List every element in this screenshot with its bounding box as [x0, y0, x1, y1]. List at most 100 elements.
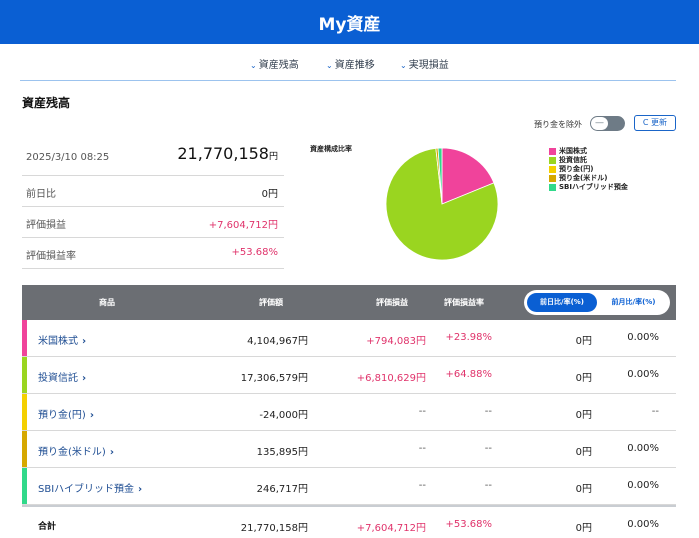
row-pnl: -- [418, 480, 426, 491]
total-label: 合計 [38, 522, 57, 532]
toggle-month-compare[interactable]: 前月比/率(%) [611, 298, 656, 306]
nav-link-label: 実現損益 [408, 60, 449, 71]
summary-label: 評価損益 [26, 220, 66, 231]
chevron-down-icon: ⌄ [250, 61, 257, 70]
exclude-deposit-toggle[interactable]: — [590, 116, 625, 131]
row-day-change: 0円 [575, 447, 592, 458]
row-value: 17,306,579円 [240, 373, 308, 384]
legend-label: 米国株式 [559, 147, 587, 155]
legend-item: 預り金(円) [549, 165, 628, 174]
legend-item: 預り金(米ドル) [549, 174, 628, 183]
col-header-pnl: 評価損益 [376, 298, 408, 307]
col-header-value: 評価額 [259, 298, 283, 307]
row-pnl: +6,810,629円 [356, 373, 426, 384]
row-product-name: SBIハイブリッド預金 [38, 484, 134, 495]
col-header-pnl-rate: 評価損益率 [444, 298, 484, 307]
nav-link-history[interactable]: ⌄ 資産推移 [326, 56, 375, 71]
section-nav: ⌄ 資産残高 ⌄ 資産推移 ⌄ 実現損益 [20, 44, 676, 81]
row-pnl: -- [418, 443, 426, 454]
legend-item: 投資信託 [549, 156, 628, 165]
row-value: 135,895円 [256, 447, 308, 458]
pie-slice-1 [385, 147, 499, 261]
toggle-day-compare[interactable]: 前日比/率(%) [527, 293, 597, 312]
chevron-right-icon: › [82, 336, 87, 347]
total-pnl-rate: +53.68% [445, 519, 492, 530]
row-product-name: 預り金(米ドル) [38, 447, 106, 458]
chevron-down-icon: ⌄ [400, 61, 407, 70]
row-product-name: 米国株式 [38, 336, 78, 347]
row-pnl-rate: -- [484, 443, 492, 454]
legend-label: 預り金(円) [559, 165, 594, 173]
table-row: 預り金(米ドル) › 135,895円 -- -- 0円 0.00% [22, 431, 676, 468]
row-day-rate: 0.00% [627, 332, 659, 343]
total-day-rate: 0.00% [627, 519, 659, 530]
nav-link-balance[interactable]: ⌄ 資産残高 [250, 56, 299, 71]
row-pnl: -- [418, 406, 426, 417]
legend-item: SBIハイブリッド預金 [549, 183, 628, 192]
chart-title: 資産構成比率 [310, 145, 352, 153]
pie-slice-4 [437, 147, 443, 205]
row-color-bar [22, 357, 27, 393]
nav-link-realized[interactable]: ⌄ 実現損益 [400, 56, 449, 71]
row-product-link[interactable]: 預り金(米ドル) › [38, 443, 114, 458]
total-value-number: 21,770,158 [177, 144, 269, 163]
section-title: 資産残高 [22, 96, 71, 110]
row-pnl: +794,083円 [366, 336, 426, 347]
row-value: 246,717円 [256, 484, 308, 495]
row-pnl-rate: +64.88% [445, 369, 492, 380]
comparison-toggle: 前日比/率(%) 前月比/率(%) [524, 290, 670, 315]
chevron-down-icon: ⌄ [326, 61, 333, 70]
row-pnl-rate: -- [484, 406, 492, 417]
exclude-deposit-label: 預り金を除外 [534, 120, 582, 129]
refresh-button[interactable]: C 更新 [634, 115, 676, 131]
pie-slice-0 [441, 147, 495, 205]
table-row: 投資信託 › 17,306,579円 +6,810,629円 +64.88% 0円… [22, 357, 676, 394]
summary-total-row: 2025/3/10 08:25 21,770,158円 [22, 140, 284, 176]
row-product-link[interactable]: 預り金(円) › [38, 406, 94, 421]
total-day-change: 0円 [575, 523, 592, 534]
as-of-datetime: 2025/3/10 08:25 [26, 152, 110, 163]
row-product-name: 投資信託 [38, 373, 78, 384]
row-day-change: 0円 [575, 336, 592, 347]
total-pnl: +7,604,712円 [356, 523, 426, 534]
row-product-name: 預り金(円) [38, 410, 86, 421]
total-value-unit: 円 [268, 152, 278, 162]
row-product-link[interactable]: SBIハイブリッド預金 › [38, 480, 142, 495]
row-day-rate: 0.00% [627, 480, 659, 491]
chart-legend: 米国株式 投資信託 預り金(円) 預り金(米ドル) SBIハイブリッド預金 [549, 147, 628, 192]
row-day-change: 0円 [575, 410, 592, 421]
row-day-rate: 0.00% [627, 443, 659, 454]
total-value: 21,770,158円 [240, 523, 308, 534]
summary-value: +53.68% [231, 247, 278, 258]
legend-label: 預り金(米ドル) [559, 174, 608, 182]
summary-pnl-rate-row: 評価損益率 +53.68% [22, 238, 284, 269]
row-color-bar [22, 468, 27, 504]
summary-pnl-row: 評価損益 +7,604,712円 [22, 207, 284, 238]
chevron-right-icon: › [137, 484, 143, 495]
row-pnl-rate: +23.98% [445, 332, 492, 343]
legend-item: 米国株式 [549, 147, 628, 156]
row-color-bar [22, 320, 27, 356]
nav-link-label: 資産残高 [258, 60, 299, 71]
table-row: SBIハイブリッド預金 › 246,717円 -- -- 0円 0.00% [22, 468, 676, 505]
summary-label: 評価損益率 [26, 251, 76, 262]
app-header: My資産 [0, 0, 699, 44]
summary-value: 0円 [261, 189, 278, 200]
table-total-row: 合計 21,770,158円 +7,604,712円 +53.68% 0円 0.… [22, 505, 676, 538]
asset-pie-chart [385, 147, 499, 261]
row-product-link[interactable]: 米国株式 › [38, 332, 86, 347]
summary-value: +7,604,712円 [208, 220, 278, 231]
table-row: 米国株式 › 4,104,967円 +794,083円 +23.98% 0円 0.… [22, 320, 676, 357]
row-day-change: 0円 [575, 484, 592, 495]
row-color-bar [22, 431, 27, 467]
legend-swatch [549, 148, 556, 155]
legend-label: SBIハイブリッド預金 [559, 183, 628, 191]
row-color-bar [22, 394, 27, 430]
row-day-rate: 0.00% [627, 369, 659, 380]
chevron-right-icon: › [82, 373, 87, 384]
row-product-link[interactable]: 投資信託 › [38, 369, 86, 384]
legend-swatch [549, 184, 556, 191]
row-value: -24,000円 [259, 410, 308, 421]
legend-label: 投資信託 [559, 156, 587, 164]
legend-swatch [549, 175, 556, 182]
